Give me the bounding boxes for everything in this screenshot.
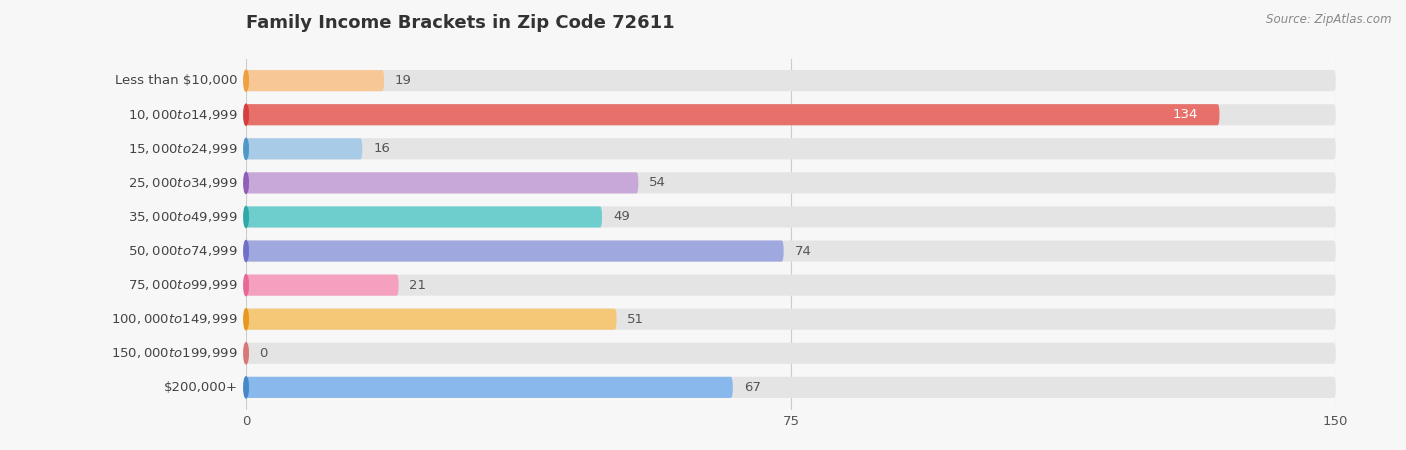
Circle shape: [243, 138, 249, 159]
Circle shape: [243, 343, 249, 364]
FancyBboxPatch shape: [246, 377, 733, 398]
FancyBboxPatch shape: [246, 70, 384, 91]
Text: 49: 49: [613, 211, 630, 224]
FancyBboxPatch shape: [246, 309, 617, 330]
Text: Source: ZipAtlas.com: Source: ZipAtlas.com: [1267, 14, 1392, 27]
FancyBboxPatch shape: [246, 104, 1336, 125]
Text: 54: 54: [650, 176, 666, 189]
Text: 67: 67: [744, 381, 761, 394]
Circle shape: [243, 207, 249, 228]
Circle shape: [243, 70, 249, 91]
FancyBboxPatch shape: [246, 377, 1336, 398]
FancyBboxPatch shape: [246, 343, 1336, 364]
Text: $200,000+: $200,000+: [163, 381, 238, 394]
Text: $150,000 to $199,999: $150,000 to $199,999: [111, 346, 238, 360]
FancyBboxPatch shape: [246, 70, 1336, 91]
Text: 74: 74: [794, 244, 811, 257]
FancyBboxPatch shape: [246, 274, 399, 296]
Text: Family Income Brackets in Zip Code 72611: Family Income Brackets in Zip Code 72611: [246, 14, 675, 32]
FancyBboxPatch shape: [246, 172, 1336, 194]
Circle shape: [243, 172, 249, 194]
FancyBboxPatch shape: [246, 172, 638, 194]
Circle shape: [243, 240, 249, 261]
Text: $100,000 to $149,999: $100,000 to $149,999: [111, 312, 238, 326]
FancyBboxPatch shape: [246, 240, 1336, 261]
Text: $35,000 to $49,999: $35,000 to $49,999: [128, 210, 238, 224]
Text: 16: 16: [373, 142, 389, 155]
Circle shape: [243, 274, 249, 296]
Text: $50,000 to $74,999: $50,000 to $74,999: [128, 244, 238, 258]
FancyBboxPatch shape: [246, 138, 363, 159]
Text: 134: 134: [1173, 108, 1198, 121]
FancyBboxPatch shape: [246, 104, 1219, 125]
Circle shape: [243, 377, 249, 398]
Circle shape: [243, 104, 249, 125]
FancyBboxPatch shape: [246, 274, 1336, 296]
Text: $25,000 to $34,999: $25,000 to $34,999: [128, 176, 238, 190]
Text: $15,000 to $24,999: $15,000 to $24,999: [128, 142, 238, 156]
FancyBboxPatch shape: [246, 138, 1336, 159]
Circle shape: [243, 309, 249, 330]
Text: 21: 21: [409, 279, 426, 292]
Text: Less than $10,000: Less than $10,000: [115, 74, 238, 87]
FancyBboxPatch shape: [246, 207, 1336, 228]
Text: 51: 51: [627, 313, 644, 326]
Text: $75,000 to $99,999: $75,000 to $99,999: [128, 278, 238, 292]
Text: 19: 19: [395, 74, 412, 87]
Text: 0: 0: [259, 347, 267, 360]
FancyBboxPatch shape: [246, 309, 1336, 330]
FancyBboxPatch shape: [246, 240, 783, 261]
FancyBboxPatch shape: [246, 207, 602, 228]
Text: $10,000 to $14,999: $10,000 to $14,999: [128, 108, 238, 122]
